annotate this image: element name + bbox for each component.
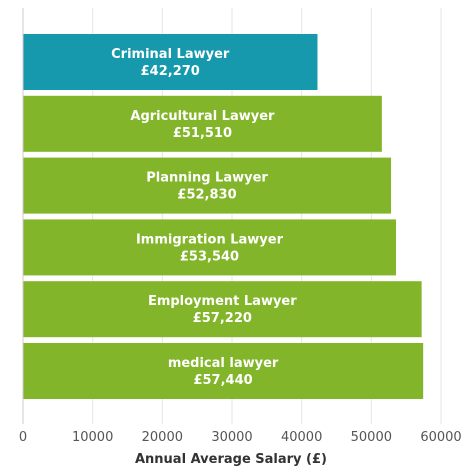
bar [23,34,318,90]
x-tick-label: 0 [19,430,27,445]
x-tick-label: 50000 [351,430,392,445]
bar-value-label: £52,830 [177,188,236,203]
bar-category-label: Immigration Lawyer [136,232,284,247]
bar [23,343,424,399]
bar-category-label: Planning Lawyer [146,171,268,186]
x-tick-label: 60000 [420,430,461,445]
bar [23,219,396,276]
x-tick-labels: 0 10000 20000 30000 40000 50000 60000 [19,430,462,445]
x-tick-label: 40000 [281,430,322,445]
bar-value-label: £53,540 [180,249,239,264]
bar-value-label: £57,440 [193,373,252,388]
bar-value-label: £57,220 [193,311,252,326]
bar [23,95,382,152]
bars: Criminal Lawyer £42,270 Agricultural Lawye… [23,34,424,399]
x-tick-label: 30000 [211,430,252,445]
x-tick-label: 20000 [142,430,183,445]
bar-value-label: £51,510 [173,126,232,141]
x-tick-label: 10000 [72,430,113,445]
bar-category-label: Employment Lawyer [148,294,297,309]
bar-category-label: Criminal Lawyer [111,47,230,62]
bar [23,281,422,338]
bar-value-label: £42,270 [141,64,200,79]
x-axis-label: Annual Average Salary (£) [135,452,327,467]
bar-category-label: medical lawyer [168,356,279,371]
bar [23,157,392,214]
bar-category-label: Agricultural Lawyer [130,109,275,124]
